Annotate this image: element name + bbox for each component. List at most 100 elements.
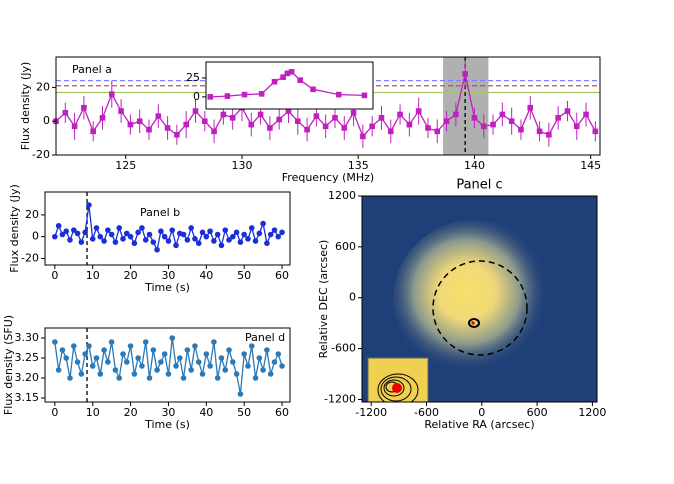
marker (462, 71, 468, 77)
x-tick-label: 60 (275, 269, 289, 282)
map (362, 196, 597, 402)
y-axis-label: Flux density (SFU) (2, 315, 15, 415)
chart-title: Panel c (456, 178, 502, 193)
marker (230, 233, 236, 240)
x-tick-label: 140 (464, 159, 485, 172)
marker (192, 236, 198, 242)
marker (207, 363, 213, 369)
marker (127, 121, 134, 128)
marker (279, 229, 285, 236)
y-tick-label: 0 (32, 230, 39, 243)
marker (184, 347, 191, 353)
y-tick-label: 20 (25, 208, 39, 221)
x-tick-label: 50 (237, 406, 251, 419)
marker (471, 115, 478, 121)
marker (583, 111, 589, 118)
marker (288, 69, 295, 75)
marker (55, 222, 62, 229)
marker (415, 108, 422, 114)
marker (70, 227, 77, 233)
marker (184, 237, 191, 243)
y-tick-label: 25 (186, 71, 200, 84)
marker (222, 367, 229, 373)
marker (203, 233, 210, 240)
marker (237, 391, 244, 397)
marker (112, 367, 119, 373)
marker (97, 233, 104, 240)
marker (90, 128, 96, 135)
marker (211, 339, 217, 345)
marker (573, 123, 580, 130)
marker (443, 118, 450, 125)
x-tick-label: 0 (51, 269, 58, 282)
x-tick-label: 50 (237, 269, 251, 282)
x-tick-label: -600 (414, 406, 439, 419)
marker (74, 359, 81, 365)
marker (271, 359, 278, 365)
x-tick-label: 40 (199, 269, 213, 282)
marker (99, 115, 106, 121)
marker (256, 230, 263, 237)
marker (480, 123, 487, 130)
marker (154, 246, 160, 253)
marker (62, 109, 69, 116)
marker (310, 86, 316, 93)
marker (89, 363, 96, 369)
x-tick-label: 20 (124, 269, 138, 282)
marker (248, 225, 255, 231)
marker (322, 123, 329, 130)
marker (82, 229, 88, 236)
marker (120, 351, 126, 357)
marker (264, 240, 270, 247)
marker (173, 363, 179, 369)
marker (150, 239, 157, 245)
x-tick-label: 20 (124, 406, 138, 419)
marker (211, 128, 217, 135)
marker (195, 359, 202, 365)
y-tick-label: -20 (32, 148, 50, 161)
marker (97, 371, 104, 377)
marker (527, 104, 534, 111)
x-tick-label: 30 (161, 406, 175, 419)
marker (105, 359, 111, 365)
marker (116, 375, 123, 381)
marker (592, 128, 599, 135)
marker (161, 351, 168, 357)
y-tick-label: 3.25 (15, 351, 40, 364)
marker (78, 239, 85, 245)
marker (52, 339, 58, 345)
marker (82, 351, 88, 357)
y-tick-label: 3.20 (15, 371, 40, 384)
marker (142, 339, 149, 345)
y-axis-label: Flux density (Jy) (8, 184, 21, 273)
marker (146, 375, 153, 381)
marker (214, 231, 221, 238)
marker (101, 238, 107, 244)
marker (93, 225, 100, 231)
y-tick-label: 600 (335, 240, 356, 253)
marker (165, 238, 172, 244)
marker (105, 227, 111, 233)
marker (275, 351, 282, 357)
x-axis-label: Time (s) (144, 418, 190, 431)
axes-frame (44, 191, 291, 266)
marker (275, 233, 282, 240)
marker (332, 115, 338, 121)
marker (135, 355, 141, 361)
marker (276, 116, 282, 123)
marker (499, 111, 506, 118)
marker (313, 113, 320, 119)
axes-frame (205, 61, 374, 110)
y-tick-label: 3.15 (15, 391, 40, 404)
marker (229, 115, 236, 121)
emission (393, 220, 557, 380)
y-axis-label: Flux density (Jy) (19, 62, 32, 151)
marker (264, 347, 270, 353)
marker (81, 104, 87, 111)
marker (86, 343, 92, 349)
marker (453, 111, 459, 118)
marker (89, 236, 96, 242)
marker (70, 343, 77, 349)
marker (67, 375, 73, 381)
marker (192, 343, 198, 349)
